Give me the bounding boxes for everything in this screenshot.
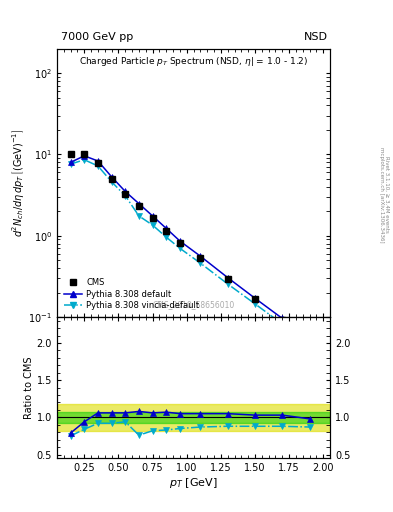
X-axis label: $p_{T}$ [GeV]: $p_{T}$ [GeV] xyxy=(169,476,218,490)
Text: Charged Particle $p_{T}$ Spectrum (NSD, $\eta|$ = 1.0 - 1.2): Charged Particle $p_{T}$ Spectrum (NSD, … xyxy=(79,55,308,68)
Text: NSD: NSD xyxy=(304,32,328,42)
Y-axis label: $d^2N_{ch}/d\eta\,dp_T\,\left[\left(\mathrm{GeV}\right)^{-1}\right]$: $d^2N_{ch}/d\eta\,dp_T\,\left[\left(\mat… xyxy=(9,129,26,237)
Text: mcplots.cern.ch [arXiv:1306.3436]: mcplots.cern.ch [arXiv:1306.3436] xyxy=(380,147,384,242)
Y-axis label: Ratio to CMS: Ratio to CMS xyxy=(24,356,34,419)
Text: CMS_2010_S8656010: CMS_2010_S8656010 xyxy=(152,300,235,309)
Legend: CMS, Pythia 8.308 default, Pythia 8.308 vincia-default: CMS, Pythia 8.308 default, Pythia 8.308 … xyxy=(61,276,202,313)
Bar xyxy=(57,404,330,431)
Bar xyxy=(57,412,330,422)
Text: Rivet 3.1.10, ≥ 3.4M events: Rivet 3.1.10, ≥ 3.4M events xyxy=(385,156,389,233)
Text: 7000 GeV pp: 7000 GeV pp xyxy=(61,32,133,42)
